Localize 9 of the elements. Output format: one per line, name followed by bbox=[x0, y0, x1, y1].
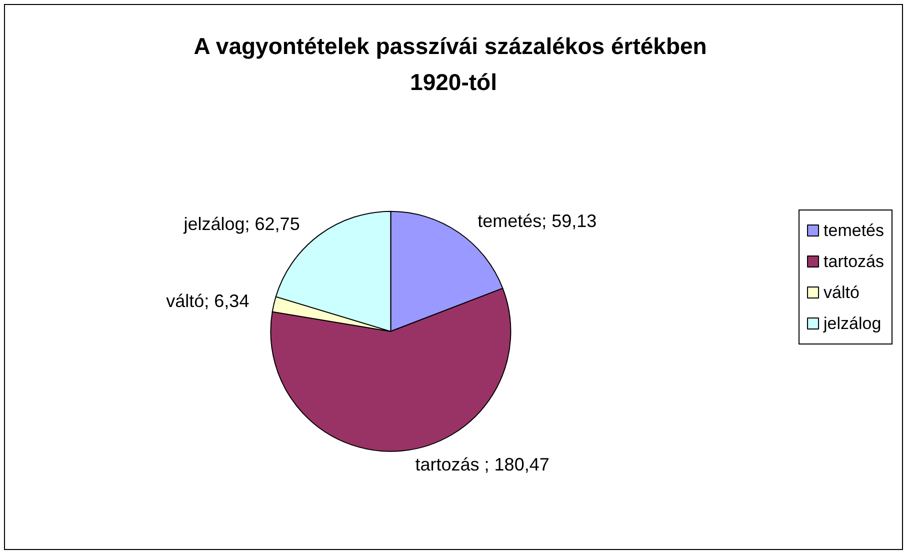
legend-label: tartozás bbox=[824, 252, 884, 271]
legend-label: temetés bbox=[824, 221, 884, 240]
chart-title: A vagyontételek passzívái százalékos értékben 1920-tól bbox=[194, 33, 714, 95]
legend-label: váltó bbox=[824, 283, 860, 302]
data-label: váltó; 6,34 bbox=[166, 290, 250, 311]
data-label: temetés; 59,13 bbox=[478, 210, 597, 231]
data-label: tartozás ; 180,47 bbox=[415, 454, 550, 475]
data-label: jelzálog; 62,75 bbox=[182, 214, 300, 234]
legend-label: jelzálog bbox=[822, 314, 882, 333]
